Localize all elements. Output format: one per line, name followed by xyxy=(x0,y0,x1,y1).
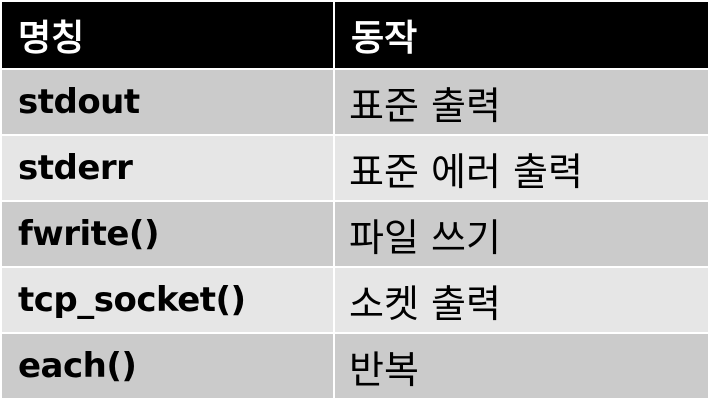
table-cell-name: stderr xyxy=(2,136,335,202)
header-action: 동작 xyxy=(335,2,708,70)
table-cell-name: each() xyxy=(2,334,335,400)
table-cell-action: 소켓 출력 xyxy=(335,268,708,334)
header-name: 명칭 xyxy=(2,2,335,70)
table-cell-name: fwrite() xyxy=(2,202,335,268)
table-cell-name: stdout xyxy=(2,70,335,136)
table-cell-name: tcp_socket() xyxy=(2,268,335,334)
table-cell-action: 표준 출력 xyxy=(335,70,708,136)
table-cell-action: 파일 쓰기 xyxy=(335,202,708,268)
table-cell-action: 표준 에러 출력 xyxy=(335,136,708,202)
table-cell-action: 반복 xyxy=(335,334,708,400)
